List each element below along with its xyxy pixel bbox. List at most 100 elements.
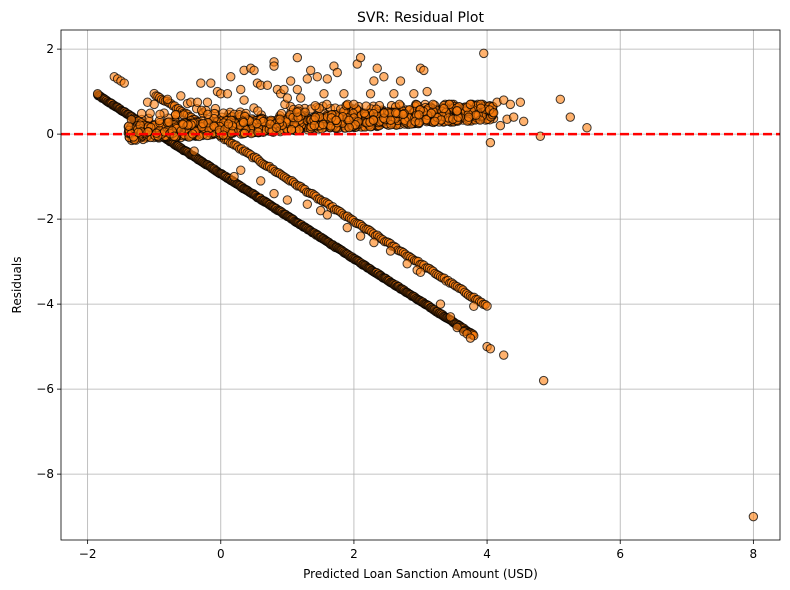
x-tick-label: −2 — [79, 547, 97, 561]
scatter-point — [249, 65, 259, 76]
scatter-point — [565, 112, 575, 122]
scatter-point — [292, 52, 303, 63]
x-axis-title: Predicted Loan Sanction Amount (USD) — [303, 567, 538, 581]
scatter-point — [430, 116, 440, 126]
scatter-point — [332, 67, 342, 78]
scatter-point — [342, 222, 352, 233]
scatter-point — [223, 119, 234, 129]
scatter-point — [310, 101, 320, 111]
scatter-point — [339, 89, 349, 99]
scatter-point — [229, 171, 239, 182]
scatter-point — [349, 99, 359, 110]
scatter-point — [452, 106, 462, 116]
scatter-point — [319, 89, 329, 99]
scatter-point — [198, 118, 208, 129]
chart-title: SVR: Residual Plot — [357, 10, 484, 26]
scatter-point — [515, 97, 526, 107]
scatter-point — [482, 301, 492, 311]
scatter-point — [178, 119, 188, 129]
ticks-layer: −2 0 2 4 6 8 −8 −6 −4 −2 0 2 — [36, 42, 757, 561]
scatter-point — [322, 210, 332, 220]
scatter-point — [582, 123, 592, 133]
scatter-point — [465, 333, 476, 343]
scatter-point — [509, 112, 519, 122]
scatter-point — [505, 99, 516, 110]
scatter-point — [206, 78, 216, 88]
scatter-point — [361, 101, 371, 111]
scatter-point — [302, 199, 313, 209]
scatter-point — [479, 48, 489, 59]
x-tick-label: 8 — [750, 547, 758, 561]
plot-frame — [60, 29, 781, 541]
y-tick-label: −2 — [36, 212, 54, 226]
scatter-point — [196, 78, 206, 88]
scatter-point — [414, 110, 424, 120]
scatter-point — [145, 108, 155, 118]
scatter-point — [256, 176, 266, 186]
scatter-point — [202, 97, 213, 107]
x-tick-label: 6 — [616, 547, 624, 561]
scatter-point — [136, 108, 147, 119]
scatter-point — [344, 122, 354, 133]
y-tick-label: 0 — [46, 127, 54, 141]
scatter-point — [452, 322, 462, 333]
x-tick-label: 2 — [350, 547, 358, 561]
scatter-point — [435, 299, 446, 309]
scatter-point — [355, 231, 366, 241]
scatter-point — [236, 84, 246, 95]
scatter-point — [369, 237, 379, 248]
y-axis-title: Residuals — [10, 257, 24, 314]
scatter-point — [302, 74, 313, 84]
scatter-point — [439, 103, 449, 114]
y-tick-label: −6 — [36, 382, 54, 396]
scatter-point — [226, 72, 236, 82]
scatter-point — [499, 350, 509, 360]
scatter-point — [485, 344, 496, 354]
scatter-point — [292, 107, 302, 117]
scatter-point — [464, 112, 474, 122]
scatter-point — [312, 72, 323, 82]
scatter-point — [322, 99, 332, 110]
scatter-point — [176, 91, 186, 101]
scatter-point — [318, 119, 328, 130]
scatter-point — [315, 205, 326, 216]
scatter-point — [386, 115, 396, 125]
scatter-point — [499, 95, 509, 105]
scatter-point — [495, 120, 506, 131]
scatter-point — [365, 89, 376, 99]
scatter-point — [409, 89, 419, 99]
scatter-point — [282, 93, 293, 103]
scatter-point — [538, 375, 549, 386]
scatter-point — [322, 74, 332, 84]
scatter-point — [368, 115, 379, 125]
scatter-point — [309, 120, 320, 131]
x-tick-label: 4 — [483, 547, 491, 561]
scatter-point — [310, 112, 321, 123]
scatter-point — [92, 89, 103, 99]
scatter-point — [218, 108, 229, 118]
scatter-point — [269, 188, 279, 199]
scatter-point — [415, 267, 426, 277]
scatter-point — [222, 89, 233, 99]
scatter-point — [192, 97, 203, 107]
scatter-point — [275, 114, 285, 124]
scatter-point — [253, 106, 263, 116]
scatter-point — [748, 511, 759, 522]
scatter-point — [402, 259, 412, 269]
scatter-point — [379, 108, 389, 118]
scatter-point — [428, 99, 438, 110]
y-tick-label: 2 — [46, 42, 54, 56]
scatter-point — [286, 124, 297, 135]
scatter-point — [282, 195, 293, 205]
scatter-point — [238, 117, 249, 128]
scatter-point — [476, 103, 486, 113]
scatter-point — [202, 130, 212, 141]
scatter-point — [465, 99, 476, 110]
scatter-point — [395, 76, 406, 86]
scatter-point — [269, 61, 279, 71]
scatter-point — [518, 116, 529, 127]
scatter-point — [355, 52, 366, 63]
scatter-point — [271, 123, 282, 133]
scatter-point — [379, 72, 389, 82]
